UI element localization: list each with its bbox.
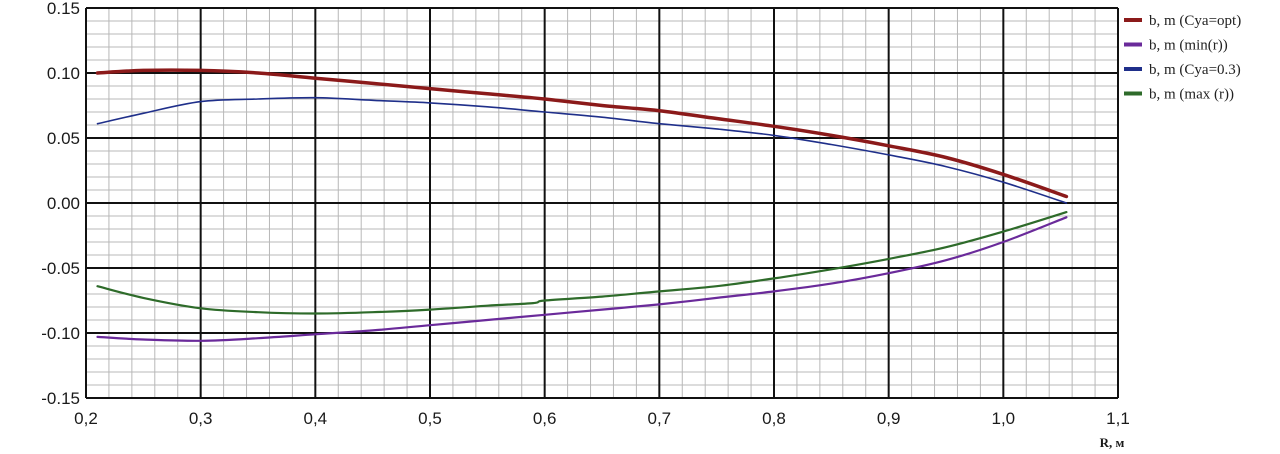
y-tick-label: 0.15 <box>47 0 80 18</box>
legend-label-2: b, m (Cya=0.3) <box>1149 62 1241 78</box>
x-tick-label: 0,4 <box>304 409 328 428</box>
series-line-2 <box>96 96 1068 204</box>
y-tick-label: 0.00 <box>47 194 80 213</box>
legend: b, m (Cya=opt) b, m (min(r)) b, m (Cya=0.3… <box>1124 13 1241 103</box>
x-tick-label: 0,9 <box>877 409 901 428</box>
legend-label-0: b, m (Cya=opt) <box>1149 13 1241 29</box>
x-axis-label: R, м <box>1100 435 1125 450</box>
legend-label-3: b, m (max (r)) <box>1149 87 1234 103</box>
x-tick-label: 0,6 <box>533 409 557 428</box>
y-tick-label: -0.05 <box>41 259 80 278</box>
x-tick-label: 0,5 <box>418 409 442 428</box>
x-axis-ticks: 0,2 0,3 0,4 0,5 0,6 0,7 0,8 0,9 1,0 1,1 <box>74 409 1130 428</box>
series-lines <box>95 68 1069 342</box>
y-axis-ticks: 0.15 0.10 0.05 0.00 -0.05 -0.10 -0.15 <box>41 0 80 408</box>
major-grid <box>85 7 1119 399</box>
y-tick-label: -0.15 <box>41 389 80 408</box>
x-tick-label: 0,7 <box>648 409 672 428</box>
x-tick-label: 0,8 <box>762 409 786 428</box>
x-tick-label: 0,3 <box>189 409 213 428</box>
y-tick-label: 0.05 <box>47 129 80 148</box>
y-tick-label: -0.10 <box>41 324 80 343</box>
series-line-1 <box>96 216 1068 342</box>
series-line-3 <box>96 211 1068 315</box>
x-tick-label: 1,1 <box>1106 409 1130 428</box>
x-tick-label: 0,2 <box>74 409 98 428</box>
legend-label-1: b, m (min(r)) <box>1149 38 1228 54</box>
y-tick-label: 0.10 <box>47 64 80 83</box>
x-tick-label: 1,0 <box>992 409 1016 428</box>
series-line-0 <box>95 68 1069 199</box>
